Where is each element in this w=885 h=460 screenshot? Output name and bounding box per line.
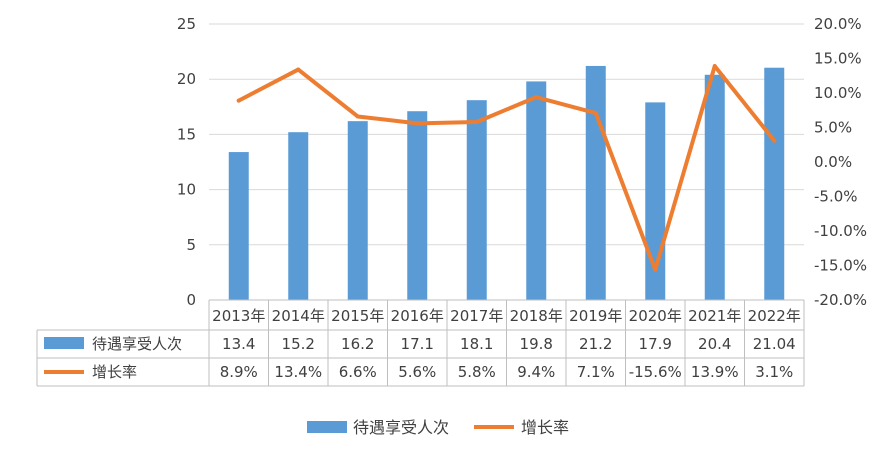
line-point <box>653 267 658 272</box>
legend-label: 增长率 <box>521 418 569 437</box>
data-label: 18.1 <box>460 335 493 353</box>
line-point <box>474 119 479 124</box>
data-label: 5.8% <box>458 363 496 381</box>
data-label: 13.4 <box>222 335 255 353</box>
bar <box>764 67 785 300</box>
bar <box>466 100 487 301</box>
x-category-label: 2014年 <box>272 307 325 325</box>
table-series-name: 增长率 <box>92 363 137 381</box>
data-label: 16.2 <box>341 335 374 353</box>
data-label: 19.8 <box>520 335 553 353</box>
bar <box>407 111 428 300</box>
line-point <box>772 138 777 143</box>
table-series-name: 待遇享受人次 <box>92 335 182 353</box>
data-label: 3.1% <box>755 363 793 381</box>
y-right-tick-label: 5.0% <box>814 119 852 137</box>
x-category-label: 2021年 <box>688 307 741 325</box>
x-category-label: 2016年 <box>391 307 444 325</box>
y-left-tick-label: 20 <box>177 70 196 88</box>
legend-bar-swatch <box>307 421 347 433</box>
x-category-label: 2018年 <box>510 307 563 325</box>
y-left-tick-label: 25 <box>177 15 196 33</box>
y-right-tick-label: -20.0% <box>814 291 867 309</box>
line-point <box>415 121 420 126</box>
bar <box>585 65 606 301</box>
data-label: 13.4% <box>274 363 322 381</box>
y-left-tick-label: 5 <box>186 236 196 254</box>
bar <box>704 74 725 300</box>
y-right-tick-label: -5.0% <box>814 188 858 206</box>
data-label: 20.4 <box>698 335 731 353</box>
growth-rate-line <box>236 64 777 272</box>
data-label: 21.04 <box>753 335 796 353</box>
line-point <box>355 114 360 119</box>
y-right-tick-label: 0.0% <box>814 153 852 171</box>
data-label: 15.2 <box>282 335 315 353</box>
y-right-tick-label: -15.0% <box>814 257 867 275</box>
x-category-label: 2022年 <box>748 307 801 325</box>
x-category-label: 2019年 <box>569 307 622 325</box>
table-bar-legend-key <box>44 337 84 349</box>
y-left-tick-label: 15 <box>177 125 196 143</box>
data-label: 8.9% <box>220 363 258 381</box>
x-category-label: 2015年 <box>331 307 384 325</box>
data-label: 21.2 <box>579 335 612 353</box>
legend-label: 待遇享受人次 <box>353 418 449 437</box>
data-label: 5.6% <box>398 363 436 381</box>
bar <box>526 81 547 301</box>
data-label: 13.9% <box>691 363 739 381</box>
line-point <box>593 111 598 116</box>
x-category-label: 2020年 <box>629 307 682 325</box>
line-point <box>712 64 717 69</box>
data-label: 6.6% <box>339 363 377 381</box>
line-point <box>534 95 539 100</box>
data-label: 9.4% <box>517 363 555 381</box>
y-left-tick-label: 10 <box>177 181 196 199</box>
data-label: 17.1 <box>401 335 434 353</box>
bar <box>347 121 368 300</box>
y-right-tick-label: 20.0% <box>814 15 862 33</box>
y-right-tick-label: 10.0% <box>814 84 862 102</box>
y-right-tick-label: -10.0% <box>814 222 867 240</box>
bar <box>228 152 249 300</box>
bar <box>288 132 309 300</box>
y-right-tick-label: 15.0% <box>814 50 862 68</box>
data-label: 7.1% <box>577 363 615 381</box>
y-left-tick-label: 0 <box>186 291 196 309</box>
x-category-label: 2013年 <box>212 307 265 325</box>
data-label: 17.9 <box>639 335 672 353</box>
line-point <box>296 67 301 72</box>
x-category-label: 2017年 <box>450 307 503 325</box>
line-point <box>236 98 241 103</box>
data-label: -15.6% <box>629 363 682 381</box>
